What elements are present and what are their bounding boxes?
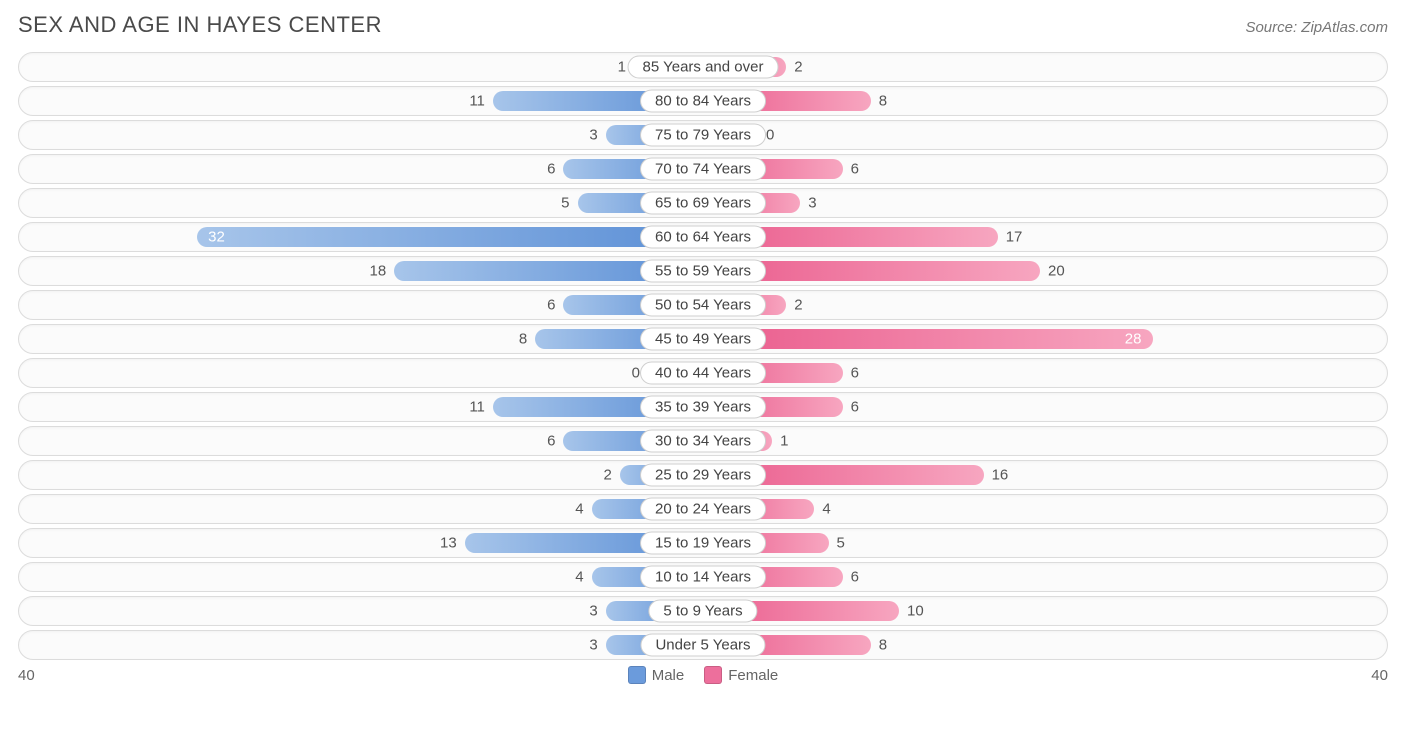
age-row: 4 4 20 to 24 Years (18, 494, 1388, 524)
female-value: 20 (1048, 263, 1065, 280)
male-value: 1 (618, 59, 626, 76)
male-swatch-icon (628, 666, 646, 684)
female-value: 6 (851, 161, 859, 178)
male-value: 6 (547, 161, 555, 178)
male-value: 6 (547, 297, 555, 314)
age-group-label: 55 to 59 Years (640, 260, 766, 283)
legend-female-label: Female (728, 667, 778, 684)
legend: Male Female (628, 666, 779, 684)
age-row: 6 2 50 to 54 Years (18, 290, 1388, 320)
age-row: 6 1 30 to 34 Years (18, 426, 1388, 456)
female-value: 1 (780, 433, 788, 450)
age-row: 3 10 5 to 9 Years (18, 596, 1388, 626)
male-value: 6 (547, 433, 555, 450)
male-value: 5 (561, 195, 569, 212)
female-swatch-icon (704, 666, 722, 684)
age-group-label: Under 5 Years (640, 634, 765, 657)
female-value: 5 (837, 535, 845, 552)
chart-rows: 1285 Years and over11880 to 84 Years3075… (18, 52, 1388, 660)
female-bar (703, 329, 1153, 349)
female-value: 6 (851, 569, 859, 586)
female-value: 2 (794, 59, 802, 76)
age-row: 13 5 15 to 19 Years (18, 528, 1388, 558)
age-group-label: 85 Years and over (628, 56, 779, 79)
male-value: 18 (370, 263, 387, 280)
male-value: 2 (603, 467, 611, 484)
chart-header: SEX AND AGE IN HAYES CENTER Source: ZipA… (18, 12, 1388, 38)
age-group-label: 20 to 24 Years (640, 498, 766, 521)
age-group-label: 50 to 54 Years (640, 294, 766, 317)
age-group-label: 25 to 29 Years (640, 464, 766, 487)
age-group-label: 65 to 69 Years (640, 192, 766, 215)
female-value: 8 (879, 637, 887, 654)
legend-male: Male (628, 666, 685, 684)
male-value: 4 (575, 569, 583, 586)
male-value: 32 (208, 229, 225, 246)
age-group-label: 70 to 74 Years (640, 158, 766, 181)
age-row: 3 075 to 79 Years (18, 120, 1388, 150)
age-group-label: 45 to 49 Years (640, 328, 766, 351)
age-row: 11 8 80 to 84 Years (18, 86, 1388, 116)
male-bar (197, 227, 703, 247)
age-row: 1 2 85 Years and over (18, 52, 1388, 82)
age-row: 3 8 Under 5 Years (18, 630, 1388, 660)
chart-footer: 40 Male Female 40 (18, 666, 1388, 684)
age-group-label: 10 to 14 Years (640, 566, 766, 589)
age-row: 18 20 55 to 59 Years (18, 256, 1388, 286)
age-group-label: 75 to 79 Years (640, 124, 766, 147)
age-row: 4 6 10 to 14 Years (18, 562, 1388, 592)
age-group-label: 5 to 9 Years (648, 600, 757, 623)
male-value: 11 (469, 399, 485, 416)
chart-title: SEX AND AGE IN HAYES CENTER (18, 12, 382, 38)
axis-right-label: 40 (1371, 667, 1388, 684)
age-group-label: 60 to 64 Years (640, 226, 766, 249)
age-row: 32 17 60 to 64 Years (18, 222, 1388, 252)
female-value: 16 (992, 467, 1009, 484)
age-group-label: 35 to 39 Years (640, 396, 766, 419)
chart-source: Source: ZipAtlas.com (1245, 19, 1388, 36)
legend-female: Female (704, 666, 778, 684)
age-group-label: 15 to 19 Years (640, 532, 766, 555)
age-row: 6 6 70 to 74 Years (18, 154, 1388, 184)
age-row: 8 28 45 to 49 Years (18, 324, 1388, 354)
female-value: 4 (822, 501, 830, 518)
female-value: 8 (879, 93, 887, 110)
male-value: 13 (440, 535, 457, 552)
female-value: 2 (794, 297, 802, 314)
female-value: 6 (851, 365, 859, 382)
male-value: 3 (589, 637, 597, 654)
male-value: 8 (519, 331, 527, 348)
population-pyramid-chart: SEX AND AGE IN HAYES CENTER Source: ZipA… (0, 0, 1406, 741)
male-value: 11 (469, 93, 485, 110)
age-row: 2 16 25 to 29 Years (18, 460, 1388, 490)
age-row: 5 3 65 to 69 Years (18, 188, 1388, 218)
age-group-label: 80 to 84 Years (640, 90, 766, 113)
age-row: 11 6 35 to 39 Years (18, 392, 1388, 422)
male-value: 0 (632, 365, 640, 382)
male-value: 3 (589, 127, 597, 144)
female-value: 0 (766, 127, 774, 144)
female-value: 28 (1125, 331, 1142, 348)
age-row: 0 6 40 to 44 Years (18, 358, 1388, 388)
age-group-label: 30 to 34 Years (640, 430, 766, 453)
female-value: 10 (907, 603, 924, 620)
male-value: 3 (589, 603, 597, 620)
female-value: 6 (851, 399, 859, 416)
female-value: 17 (1006, 229, 1023, 246)
female-value: 3 (808, 195, 816, 212)
male-value: 4 (575, 501, 583, 518)
axis-left-label: 40 (18, 667, 35, 684)
age-group-label: 40 to 44 Years (640, 362, 766, 385)
legend-male-label: Male (652, 667, 685, 684)
